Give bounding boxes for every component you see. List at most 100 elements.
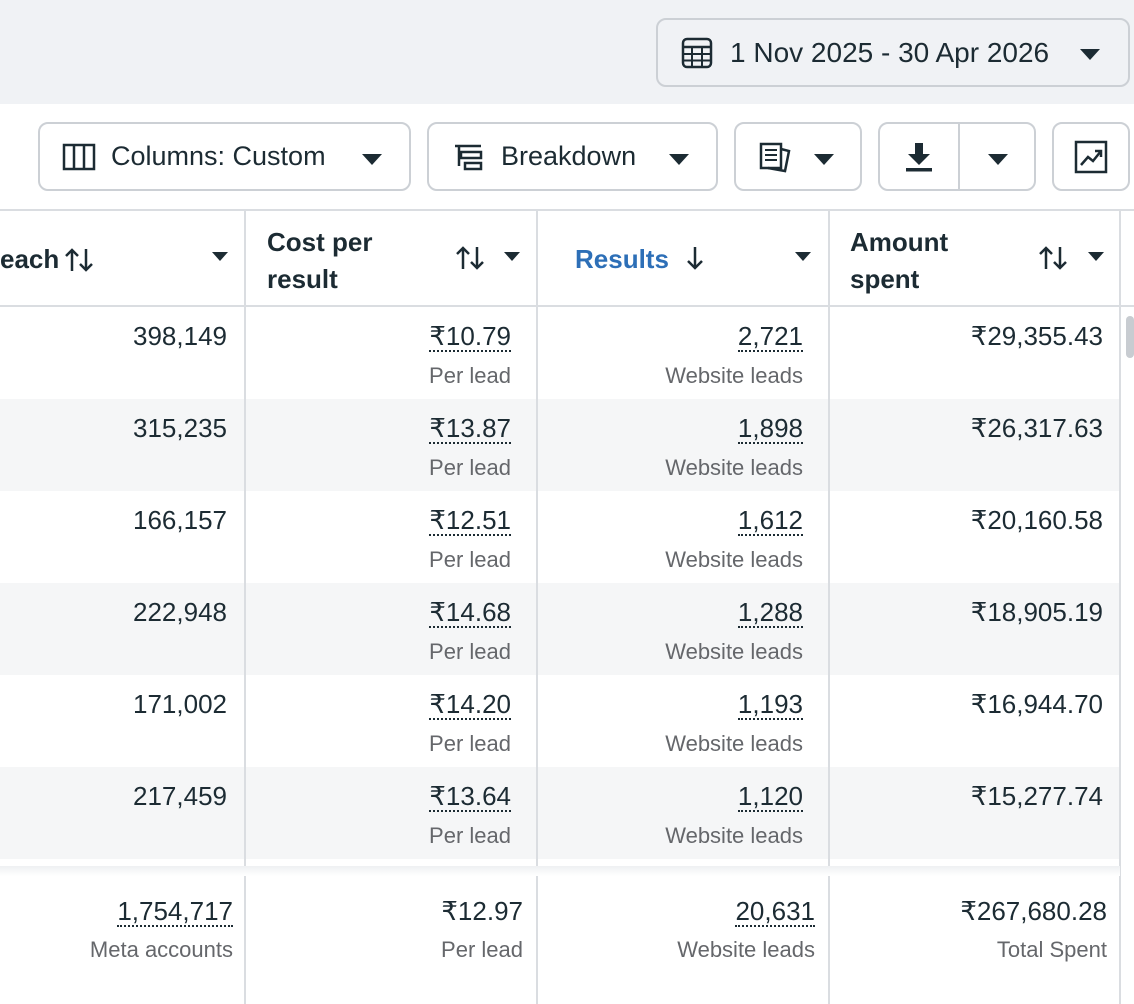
columns-icon — [62, 143, 96, 170]
spent-value: ₹15,277.74 — [970, 781, 1103, 811]
column-divider — [828, 210, 830, 1004]
spent-value: ₹16,944.70 — [970, 689, 1103, 719]
total-cost-sub: Per lead — [441, 937, 523, 962]
total-spent-value: ₹267,680.28 — [960, 896, 1107, 926]
results-sub: Website leads — [665, 823, 803, 848]
column-divider — [828, 876, 830, 1004]
results-header-label: Results — [575, 244, 669, 274]
results-value[interactable]: 1,612 — [737, 505, 803, 536]
column-header-amount-spent[interactable]: Amount spent — [830, 212, 1120, 306]
table-row[interactable]: 166,157 ₹12.51 Per lead 1,612 Website le… — [0, 491, 1120, 583]
cost-value[interactable]: ₹14.68 — [429, 597, 511, 628]
column-header-cost-per-result[interactable]: Cost per result — [247, 212, 537, 306]
chevron-down-icon[interactable] — [795, 252, 811, 261]
charts-button[interactable] — [1052, 122, 1130, 191]
breakdown-label: Breakdown — [501, 141, 637, 171]
reach-value: 222,948 — [133, 597, 227, 627]
spent-value: ₹29,355.43 — [970, 321, 1103, 351]
breakdown-icon — [455, 144, 483, 170]
total-results-sub: Website leads — [677, 937, 815, 962]
date-range-picker[interactable]: 1 Nov 2025 - 30 Apr 2026 — [656, 18, 1130, 87]
reach-header-label: each — [0, 244, 60, 274]
table-row[interactable]: 222,948 ₹14.68 Per lead 1,288 Website le… — [0, 583, 1120, 675]
export-button-group — [878, 122, 1036, 191]
calendar-icon — [681, 37, 713, 68]
total-reach-value[interactable]: 1,754,717 — [117, 896, 233, 927]
column-header-reach[interactable]: each — [0, 212, 245, 306]
results-sub: Website leads — [665, 731, 803, 756]
chevron-down-icon — [669, 154, 689, 165]
cost-value[interactable]: ₹13.64 — [429, 781, 511, 812]
cost-header-line1: Cost per — [267, 227, 373, 257]
footer-shadow — [0, 866, 1120, 876]
header-top-border — [0, 209, 1134, 211]
chevron-down-icon[interactable] — [212, 252, 228, 261]
reach-value: 171,002 — [133, 689, 227, 719]
columns-button[interactable]: Columns: Custom — [38, 122, 411, 191]
cost-sub: Per lead — [429, 363, 511, 388]
header-bottom-border — [0, 305, 1134, 307]
total-reach-sub: Meta accounts — [89, 937, 233, 962]
cost-sub: Per lead — [429, 455, 511, 480]
table-row[interactable]: 398,149 ₹10.79 Per lead 2,721 Website le… — [0, 307, 1120, 399]
column-divider — [1119, 210, 1121, 1004]
cost-value[interactable]: ₹14.20 — [429, 689, 511, 720]
results-value[interactable]: 1,193 — [737, 689, 803, 720]
reach-value: 398,149 — [133, 321, 227, 351]
date-range-label: 1 Nov 2025 - 30 Apr 2026 — [730, 36, 1050, 68]
table-row[interactable]: 315,235 ₹13.87 Per lead 1,898 Website le… — [0, 399, 1120, 491]
chevron-down-icon[interactable] — [504, 252, 520, 261]
column-divider — [244, 876, 246, 1004]
results-sub: Website leads — [665, 363, 803, 388]
reports-icon — [759, 142, 791, 172]
chevron-down-icon[interactable] — [1088, 252, 1104, 261]
breakdown-button[interactable]: Breakdown — [427, 122, 718, 191]
results-sub: Website leads — [665, 639, 803, 664]
table-row[interactable]: 217,459 ₹13.64 Per lead 1,120 Website le… — [0, 767, 1120, 859]
reach-value: 315,235 — [133, 413, 227, 443]
cost-value[interactable]: ₹13.87 — [429, 413, 511, 444]
trend-chart-icon — [1074, 140, 1108, 173]
cost-value[interactable]: ₹12.51 — [429, 505, 511, 536]
sort-icon[interactable] — [455, 245, 485, 271]
total-cost-value: ₹12.97 — [441, 896, 523, 926]
sort-icon[interactable] — [64, 247, 94, 273]
reach-value: 166,157 — [133, 505, 227, 535]
download-icon — [906, 142, 932, 171]
results-sub: Website leads — [665, 547, 803, 572]
results-sub: Website leads — [665, 455, 803, 480]
chevron-down-icon — [362, 154, 382, 165]
cost-sub: Per lead — [429, 639, 511, 664]
results-value[interactable]: 1,120 — [737, 781, 803, 812]
results-value[interactable]: 1,898 — [737, 413, 803, 444]
column-divider — [244, 210, 246, 1004]
totals-row: 1,754,717 Meta accounts ₹12.97 Per lead … — [0, 876, 1120, 1004]
table-row[interactable]: 171,002 ₹14.20 Per lead 1,193 Website le… — [0, 675, 1120, 767]
spent-value: ₹26,317.63 — [970, 413, 1103, 443]
spent-header-line1: Amount — [850, 227, 949, 257]
column-divider — [536, 210, 538, 1004]
reports-button[interactable] — [734, 122, 862, 191]
export-button[interactable] — [880, 124, 958, 189]
cost-header-line2: result — [267, 264, 338, 294]
cost-value[interactable]: ₹10.79 — [429, 321, 511, 352]
total-spent-sub: Total Spent — [996, 937, 1107, 962]
chevron-down-icon — [988, 154, 1008, 165]
column-header-results[interactable]: Results — [539, 212, 828, 306]
columns-label: Columns: Custom — [111, 141, 326, 171]
results-value[interactable]: 1,288 — [737, 597, 803, 628]
cost-sub: Per lead — [429, 823, 511, 848]
button-divider — [958, 124, 960, 189]
cost-sub: Per lead — [429, 547, 511, 572]
spent-value: ₹18,905.19 — [970, 597, 1103, 627]
sort-icon[interactable] — [1038, 245, 1068, 271]
sort-descending-icon[interactable] — [685, 245, 705, 271]
export-options-button[interactable] — [960, 124, 1034, 189]
total-results-value[interactable]: 20,631 — [735, 896, 815, 927]
chevron-down-icon — [1080, 49, 1100, 60]
cost-sub: Per lead — [429, 731, 511, 756]
vertical-scrollbar[interactable] — [1126, 316, 1134, 358]
column-divider — [536, 876, 538, 1004]
chevron-down-icon — [814, 154, 834, 165]
results-value[interactable]: 2,721 — [737, 321, 803, 352]
